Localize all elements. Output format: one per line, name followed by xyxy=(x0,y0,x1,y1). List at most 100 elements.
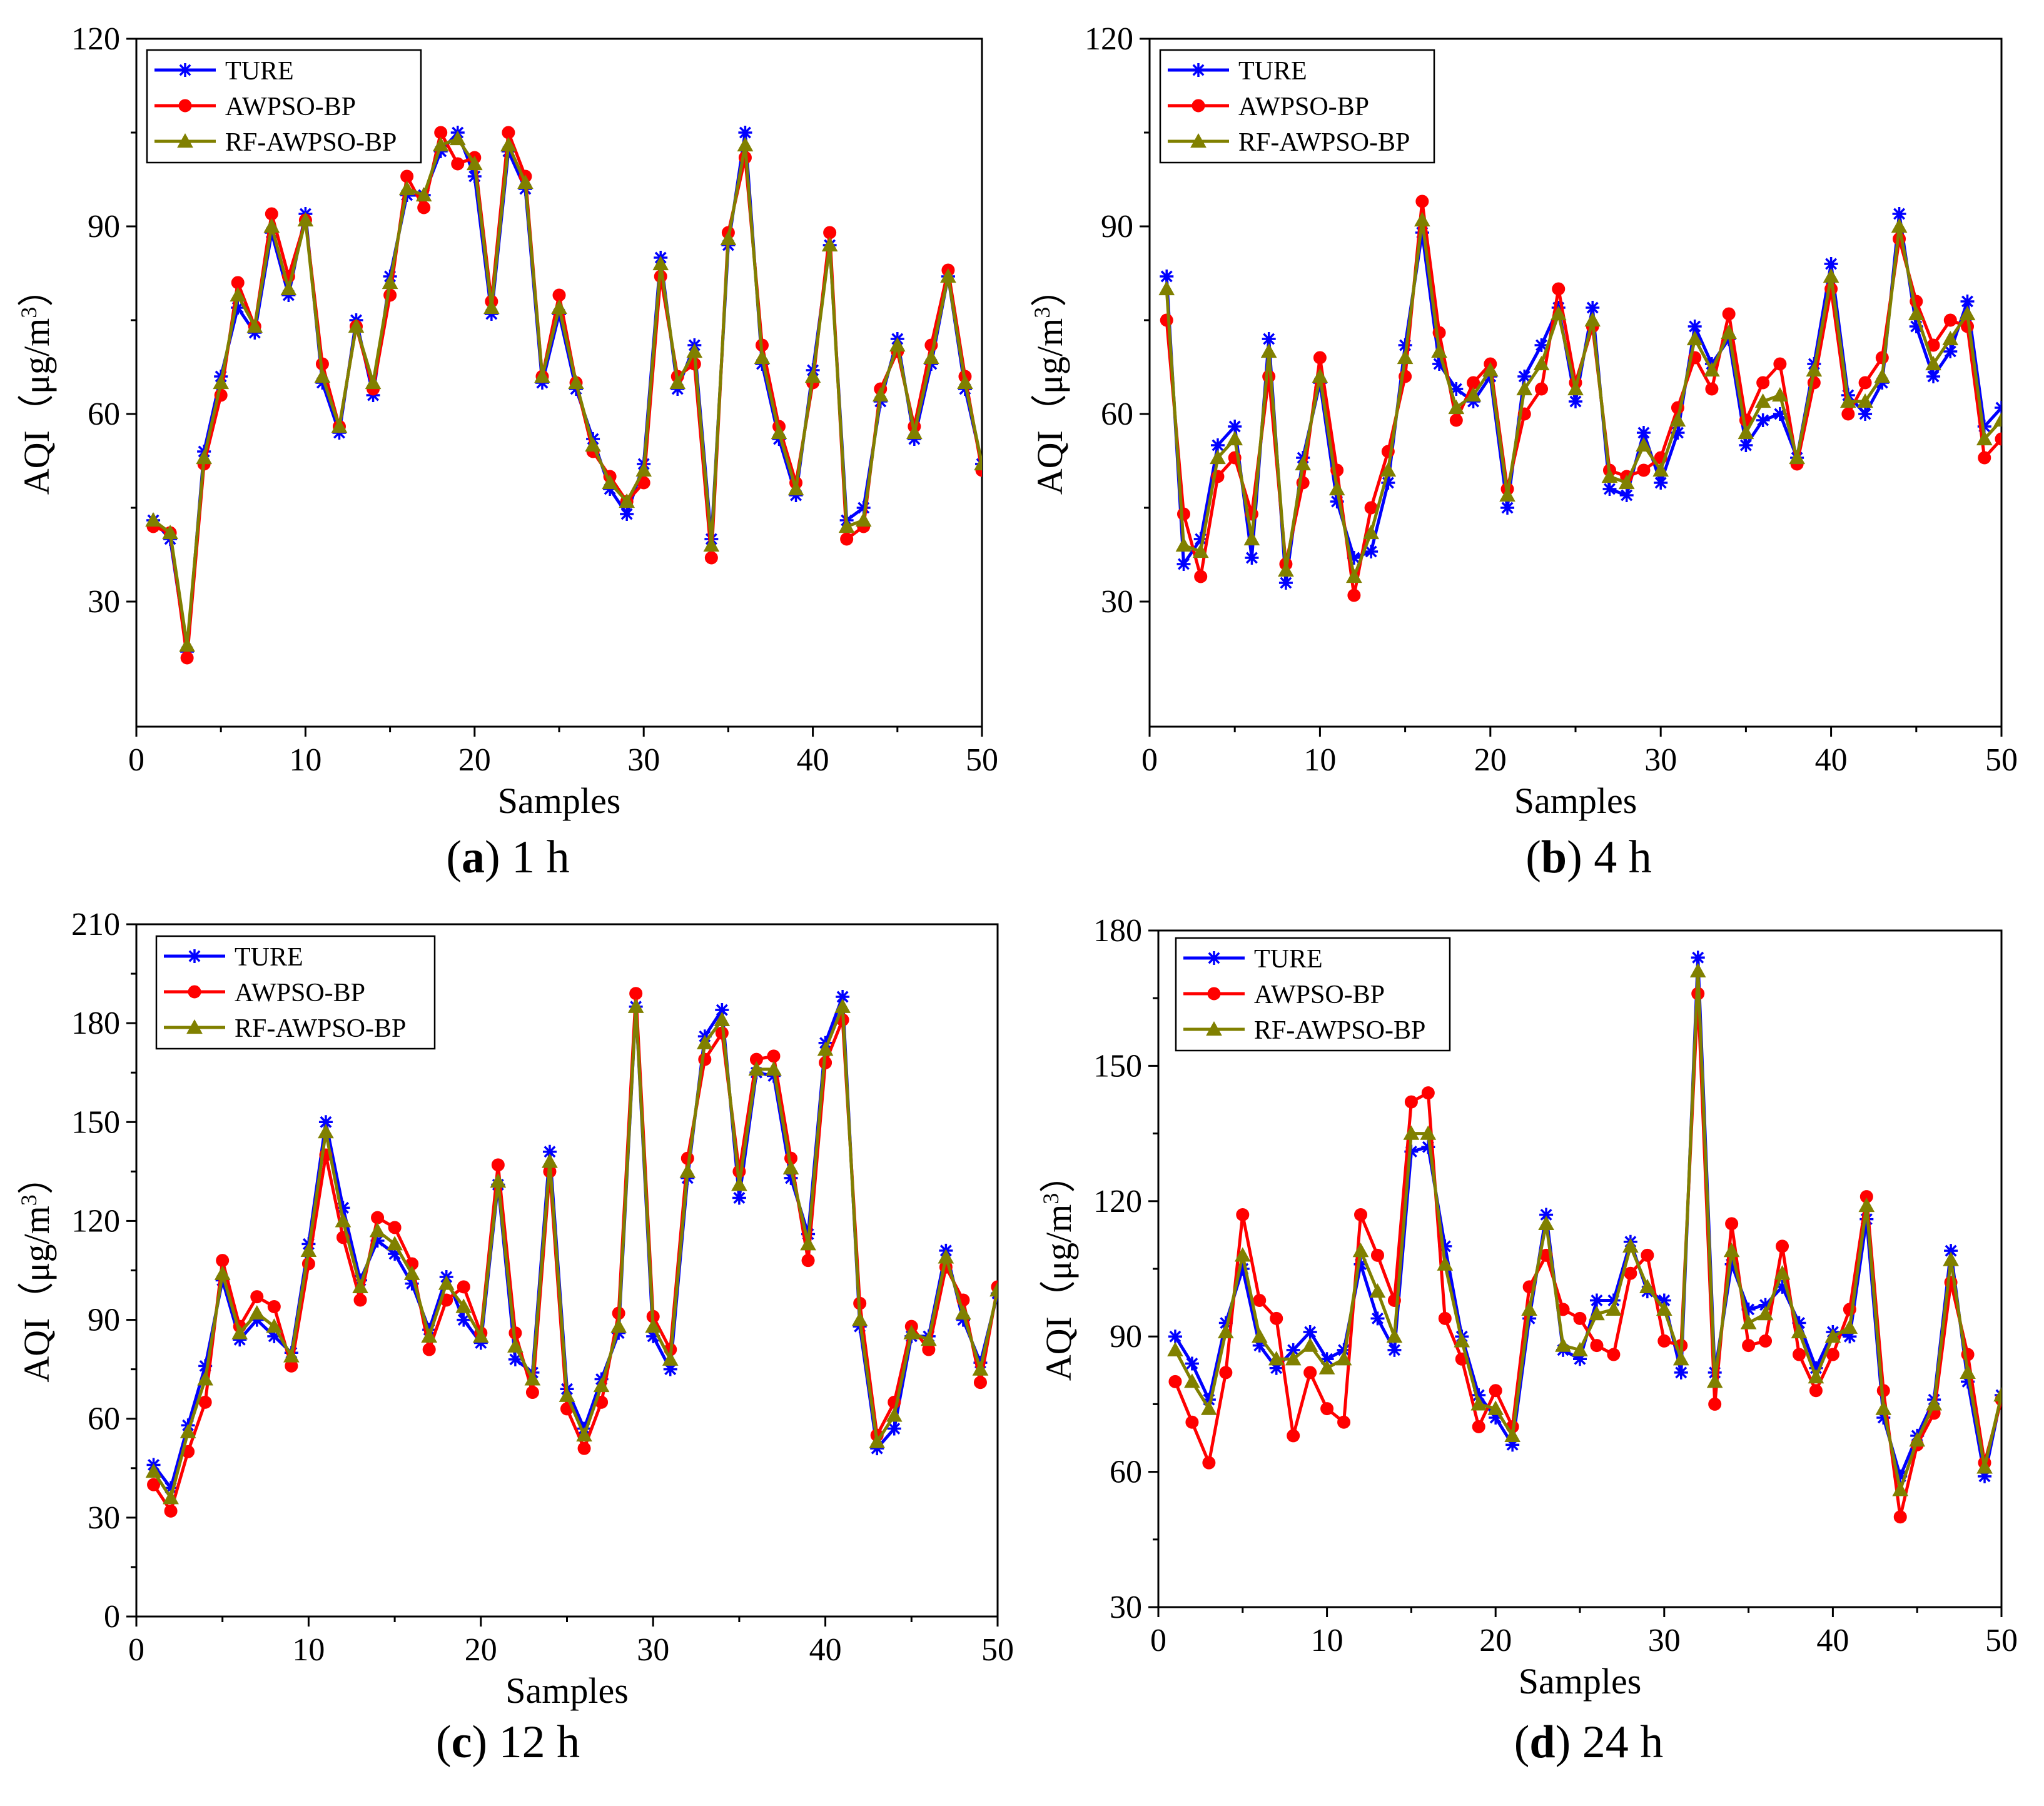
data-point xyxy=(1672,1351,1689,1366)
data-point xyxy=(1346,568,1362,583)
series-markers-ture xyxy=(1160,207,2001,590)
data-point xyxy=(731,1176,747,1191)
data-point xyxy=(1185,1356,1199,1371)
data-point xyxy=(1167,1341,1183,1356)
legend-marker xyxy=(1191,63,1205,77)
data-point xyxy=(1369,1283,1386,1298)
data-point xyxy=(1489,1411,1503,1425)
data-point xyxy=(1168,1375,1182,1388)
data-point xyxy=(1335,1351,1352,1366)
data-point xyxy=(451,157,465,171)
data-point xyxy=(1535,382,1549,396)
x-tick-label: 10 xyxy=(1311,1623,1343,1658)
data-point xyxy=(1328,480,1345,496)
data-point xyxy=(216,1254,230,1268)
legend-marker xyxy=(1207,951,1221,965)
x-tick-label: 30 xyxy=(1648,1623,1681,1658)
data-point xyxy=(472,1328,489,1343)
data-point xyxy=(1705,382,1719,396)
legend-label: TURE xyxy=(225,57,294,86)
data-point xyxy=(1302,1337,1318,1352)
panel-caption: (d) 24 h xyxy=(1514,1717,1663,1768)
legend: TURE AWPSO-BP RF-AWPSO-BP xyxy=(146,49,422,164)
legend-label: AWPSO-BP xyxy=(1238,93,1369,121)
data-point xyxy=(577,1441,591,1455)
data-point xyxy=(164,1504,178,1518)
data-point xyxy=(856,501,871,515)
data-point xyxy=(1285,1351,1302,1366)
data-point xyxy=(382,274,398,290)
data-point xyxy=(1891,218,1908,233)
data-point xyxy=(500,136,517,152)
data-point xyxy=(940,268,956,283)
data-point xyxy=(179,637,195,652)
data-point xyxy=(1892,207,1906,221)
legend-marker xyxy=(178,63,192,77)
data-point xyxy=(1539,1208,1554,1222)
data-point xyxy=(1773,407,1787,421)
data-point xyxy=(1772,386,1788,402)
data-point xyxy=(817,1041,834,1056)
data-point xyxy=(1521,1301,1537,1316)
data-point xyxy=(1584,311,1601,327)
legend-marker xyxy=(1206,1021,1222,1036)
series-markers-awpso-bp xyxy=(1160,194,2001,602)
data-point xyxy=(1757,1306,1774,1321)
y-tick-label: 30 xyxy=(1101,584,1133,620)
chart-panel-4h: 0 10 20 30 40 50 30 60 90 120 Samples AQI（μg/m3） TUR… xyxy=(1030,21,2018,883)
data-point xyxy=(923,349,939,365)
data-point xyxy=(263,218,280,233)
data-point xyxy=(1792,1348,1806,1361)
data-point xyxy=(1303,1366,1317,1380)
data-point xyxy=(1704,361,1720,377)
data-point xyxy=(1352,1243,1369,1258)
data-point xyxy=(972,1361,989,1376)
data-point xyxy=(1839,393,1856,408)
data-point xyxy=(620,507,634,521)
data-point xyxy=(1586,301,1600,315)
data-point xyxy=(455,1298,472,1313)
data-point xyxy=(1619,488,1634,502)
legend: TURE AWPSO-BP RF-AWPSO-BP xyxy=(155,935,436,1050)
data-point xyxy=(1260,343,1277,358)
data-point xyxy=(1657,1293,1671,1308)
data-point xyxy=(889,336,906,352)
data-point xyxy=(1636,426,1651,440)
y-tick-label: 0 xyxy=(104,1599,120,1635)
legend-label: TURE xyxy=(1238,57,1307,86)
data-point xyxy=(1364,545,1379,558)
data-point xyxy=(1318,1360,1335,1375)
data-point xyxy=(1721,324,1738,340)
data-point xyxy=(855,512,872,527)
data-point xyxy=(1943,345,1958,358)
data-point xyxy=(906,424,923,440)
data-point xyxy=(1654,476,1668,490)
data-point xyxy=(1320,1402,1334,1416)
data-point xyxy=(629,987,643,1001)
x-tick-label: 40 xyxy=(797,742,829,778)
data-point xyxy=(250,1313,264,1327)
y-tick-label: 90 xyxy=(1110,1319,1142,1354)
data-point xyxy=(686,343,703,358)
data-point xyxy=(612,1326,626,1340)
data-point xyxy=(801,1254,815,1268)
data-point xyxy=(1278,562,1294,577)
series-markers-rf-awpso-bp xyxy=(1158,211,2001,583)
data-point xyxy=(365,374,382,390)
data-point xyxy=(525,1386,539,1400)
data-point xyxy=(1993,411,2001,427)
data-point xyxy=(1569,395,1582,408)
data-point xyxy=(1347,551,1361,565)
x-axis-label: Samples xyxy=(498,780,621,821)
data-point xyxy=(1775,1279,1789,1294)
data-point xyxy=(754,349,771,365)
data-point xyxy=(1674,1365,1688,1380)
data-point xyxy=(645,1318,662,1333)
data-point xyxy=(198,1359,213,1373)
data-point xyxy=(1824,1328,1841,1343)
data-point xyxy=(1960,1364,1976,1380)
x-tick-label: 0 xyxy=(1141,742,1158,778)
data-point xyxy=(1269,1361,1283,1375)
data-point xyxy=(1738,424,1754,440)
chart-panel-24h: 0 10 20 30 40 50 30 60 90 120 150 180 Samples AQI（μg/… xyxy=(1038,913,2018,1768)
